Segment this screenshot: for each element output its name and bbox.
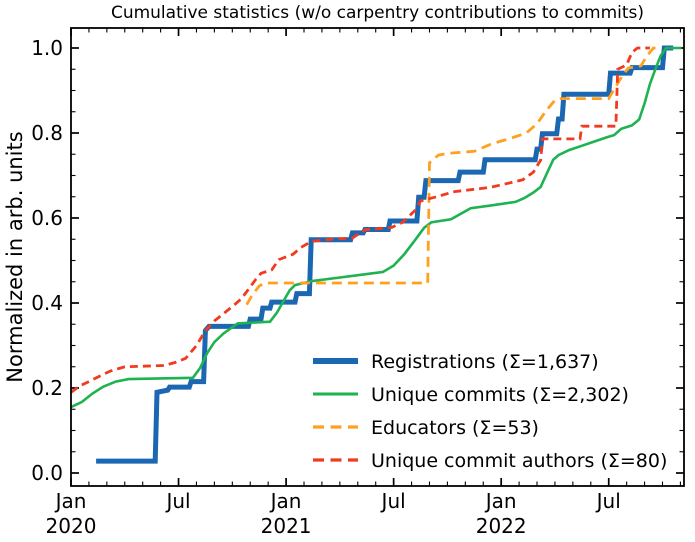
- legend-label-educators: Educators (Σ=53): [371, 417, 539, 439]
- x-year-label-2022: 2022: [476, 514, 527, 538]
- x-tick-label-5: Jul: [595, 489, 621, 513]
- series-lines: [70, 45, 682, 464]
- series-unique-commits: [70, 46, 682, 409]
- y-tick-label-0.0: 0.0: [31, 461, 63, 485]
- x-year-label-2020: 2020: [46, 514, 97, 538]
- y-tick-label-0.8: 0.8: [31, 121, 63, 145]
- y-tick-label-0.2: 0.2: [31, 376, 63, 400]
- y-tick-label-1.0: 1.0: [31, 36, 63, 60]
- x-tick-label-2: Jan: [269, 489, 302, 513]
- y-axis-label: Normalized in arb. units: [3, 131, 27, 382]
- legend-label-registrations: Registrations (Σ=1,637): [371, 351, 599, 373]
- plot-border: [70, 27, 685, 487]
- legend: [313, 358, 358, 462]
- legend-label-unique-commit-authors: Unique commit authors (Σ=80): [371, 450, 667, 472]
- y-tick-label-0.4: 0.4: [31, 291, 63, 315]
- chart-title: Cumulative statistics (w/o carpentry con…: [111, 3, 644, 23]
- y-tick-label-0.6: 0.6: [31, 206, 63, 230]
- x-tick-label-1: Jul: [164, 489, 190, 513]
- x-year-label-2021: 2021: [261, 514, 312, 538]
- x-tick-label-0: Jan: [54, 489, 87, 513]
- x-tick-label-4: Jan: [484, 489, 517, 513]
- legend-label-unique-commits: Unique commits (Σ=2,302): [371, 384, 629, 406]
- series-unique-commit-authors: [70, 46, 650, 394]
- x-tick-label-3: Jul: [380, 489, 406, 513]
- series-educators: [245, 46, 659, 306]
